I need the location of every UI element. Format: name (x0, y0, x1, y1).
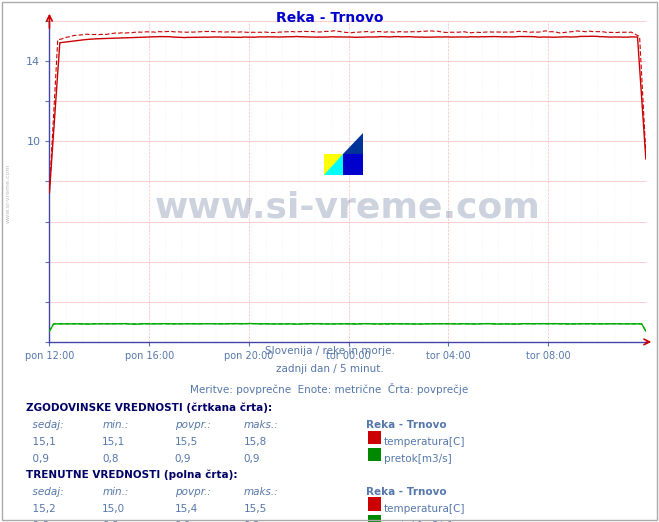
Polygon shape (324, 154, 343, 175)
Text: 0,9: 0,9 (175, 521, 191, 522)
Text: min.:: min.: (102, 487, 129, 496)
Text: maks.:: maks.: (244, 487, 279, 496)
Text: 15,4: 15,4 (175, 504, 198, 514)
Text: temperatura[C]: temperatura[C] (384, 437, 465, 447)
Text: pretok[m3/s]: pretok[m3/s] (384, 521, 451, 522)
Text: 0,8: 0,8 (26, 521, 49, 522)
Text: min.:: min.: (102, 420, 129, 430)
Text: Reka - Trnovo: Reka - Trnovo (366, 487, 446, 496)
Text: 0,9: 0,9 (175, 454, 191, 464)
Text: Slovenija / reke in morje.: Slovenija / reke in morje. (264, 346, 395, 356)
Text: TRENUTNE VREDNOSTI (polna črta):: TRENUTNE VREDNOSTI (polna črta): (26, 470, 238, 480)
Text: 15,2: 15,2 (26, 504, 56, 514)
Text: povpr.:: povpr.: (175, 420, 210, 430)
Bar (324, 154, 343, 175)
Text: 0,9: 0,9 (244, 454, 260, 464)
Text: 15,5: 15,5 (175, 437, 198, 447)
Text: www.si-vreme.com: www.si-vreme.com (5, 163, 11, 223)
Text: temperatura[C]: temperatura[C] (384, 504, 465, 514)
Text: ZGODOVINSKE VREDNOSTI (črtkana črta):: ZGODOVINSKE VREDNOSTI (črtkana črta): (26, 403, 272, 413)
Text: Reka - Trnovo: Reka - Trnovo (275, 11, 384, 26)
Text: Reka - Trnovo: Reka - Trnovo (366, 420, 446, 430)
Text: 0,8: 0,8 (102, 521, 119, 522)
Polygon shape (343, 133, 362, 154)
Text: 15,5: 15,5 (244, 504, 267, 514)
Text: 0,9: 0,9 (244, 521, 260, 522)
Text: Meritve: povprečne  Enote: metrične  Črta: povprečje: Meritve: povprečne Enote: metrične Črta:… (190, 383, 469, 395)
Text: pretok[m3/s]: pretok[m3/s] (384, 454, 451, 464)
Text: sedaj:: sedaj: (26, 487, 64, 496)
Text: povpr.:: povpr.: (175, 487, 210, 496)
Bar (343, 154, 362, 175)
Text: sedaj:: sedaj: (26, 420, 64, 430)
Text: zadnji dan / 5 minut.: zadnji dan / 5 minut. (275, 364, 384, 374)
Text: maks.:: maks.: (244, 420, 279, 430)
Text: 15,1: 15,1 (102, 437, 125, 447)
Text: www.si-vreme.com: www.si-vreme.com (155, 190, 540, 224)
Text: 15,0: 15,0 (102, 504, 125, 514)
Text: 15,1: 15,1 (26, 437, 56, 447)
Text: 15,8: 15,8 (244, 437, 267, 447)
Text: 0,8: 0,8 (102, 454, 119, 464)
Text: 0,9: 0,9 (26, 454, 49, 464)
